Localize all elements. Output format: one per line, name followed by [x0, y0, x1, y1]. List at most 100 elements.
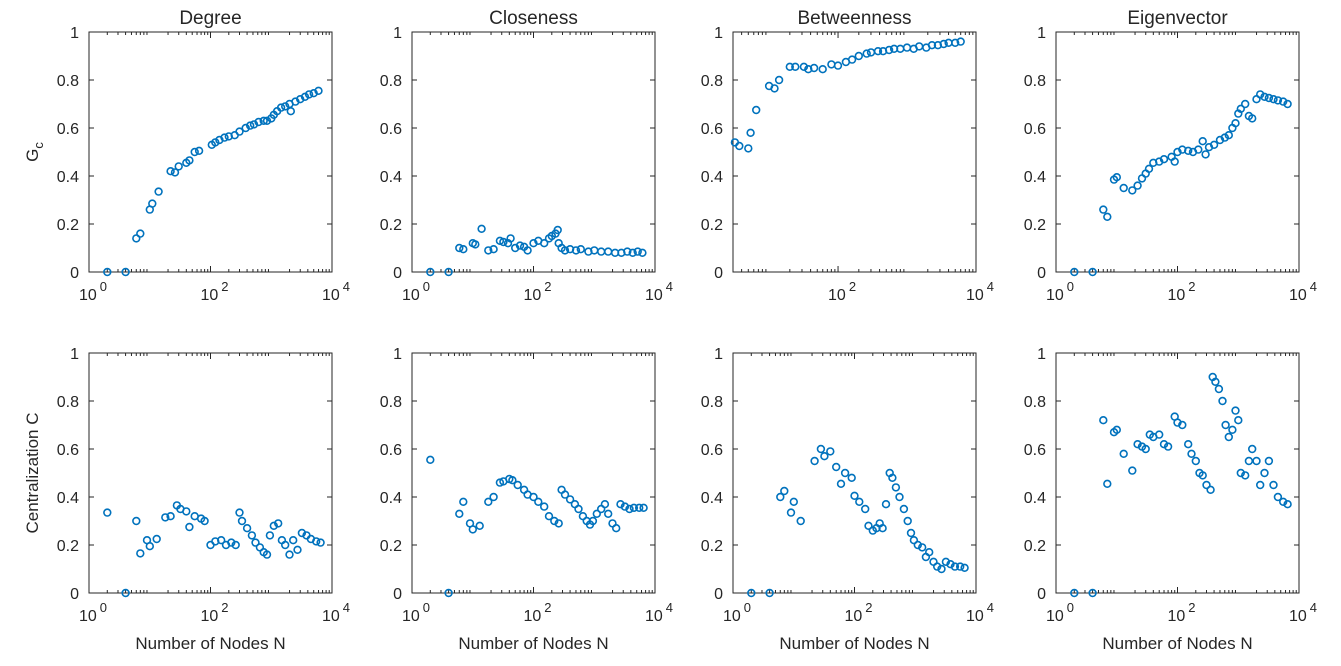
data-point	[855, 497, 864, 506]
x-tick-label: 102	[844, 600, 872, 625]
data-point	[1260, 92, 1269, 102]
data-point	[281, 540, 290, 550]
data-point	[550, 516, 559, 526]
x-tick-label: 104	[1289, 279, 1317, 304]
data-point	[227, 538, 236, 547]
data-point	[154, 187, 163, 196]
data-point	[262, 116, 272, 126]
data-point	[136, 549, 145, 558]
data-point	[864, 521, 873, 530]
data-point	[780, 486, 789, 496]
data-point	[455, 509, 464, 518]
data-point	[791, 62, 800, 72]
data-point	[513, 480, 522, 490]
y-axis-label: Gc	[23, 142, 46, 162]
data-point	[628, 248, 637, 258]
data-point	[1198, 471, 1207, 480]
x-tick-label: 100	[402, 600, 430, 625]
data-point	[544, 511, 554, 521]
data-point	[639, 503, 648, 512]
data-point	[1228, 425, 1237, 434]
data-point	[471, 240, 480, 249]
data-point	[459, 497, 468, 506]
data-point	[455, 243, 464, 253]
data-point	[1128, 186, 1137, 195]
data-point	[426, 455, 435, 464]
data-point	[884, 45, 894, 55]
x-tick-label: 102	[523, 600, 551, 625]
data-point	[1260, 468, 1269, 478]
data-point	[1112, 173, 1122, 182]
data-point	[1234, 416, 1243, 425]
data-point	[220, 133, 229, 142]
data-point	[899, 504, 909, 514]
data-point	[866, 48, 876, 57]
data-point	[166, 511, 175, 521]
data-point	[603, 247, 613, 256]
x-tick-label: 102	[1167, 600, 1195, 625]
x-tick-label: 100	[79, 279, 107, 304]
data-point	[475, 521, 484, 530]
y-tick-label: 1	[70, 346, 79, 363]
data-point	[818, 64, 827, 74]
data-point	[1255, 480, 1265, 490]
data-point	[444, 267, 453, 277]
data-point	[950, 562, 960, 571]
data-point	[1264, 93, 1274, 103]
data-point	[1070, 267, 1079, 277]
data-point	[182, 507, 191, 516]
data-point	[638, 248, 647, 258]
data-point	[847, 55, 857, 64]
data-point	[468, 525, 477, 534]
data-point	[249, 120, 259, 129]
data-point	[895, 492, 904, 502]
data-point	[241, 123, 250, 133]
data-point	[185, 522, 194, 532]
data-point	[534, 497, 543, 506]
data-point	[765, 588, 774, 598]
y-tick-label: 1	[70, 25, 79, 42]
y-tick-label: 1	[714, 25, 723, 42]
data-point	[1221, 420, 1230, 430]
data-point	[751, 105, 761, 115]
x-tick-label: 104	[322, 279, 350, 304]
data-point	[937, 564, 946, 574]
data-point	[836, 479, 846, 488]
y-tick-label: 0.2	[380, 538, 402, 555]
data-point	[235, 508, 244, 517]
data-point	[854, 51, 863, 61]
data-point	[304, 90, 314, 99]
subplot-title: Betweenness	[797, 8, 911, 29]
y-tick-label: 0.6	[57, 442, 79, 459]
data-point	[285, 550, 294, 559]
data-point	[1211, 377, 1220, 386]
data-point	[242, 523, 252, 533]
data-point	[426, 267, 435, 277]
data-point	[1119, 183, 1128, 193]
data-point	[161, 513, 170, 522]
subplot-3: 0 0.2 0.4 0.6 0.8 1 102 104 Betweenness	[701, 8, 994, 304]
y-tick-label: 0.6	[380, 442, 402, 459]
y-tick-label: 0.6	[701, 121, 723, 138]
data-point	[515, 241, 525, 250]
data-point	[1273, 96, 1283, 105]
data-point	[956, 37, 965, 46]
data-point	[634, 503, 644, 512]
data-point	[265, 531, 275, 540]
data-point	[297, 528, 307, 538]
y-tick-label: 1	[393, 25, 402, 42]
subplot-5: 0 0.2 0.4 0.6 0.8 1 100 102 104 Number of Nodes N…	[23, 346, 350, 653]
data-point	[274, 519, 283, 528]
x-axis-label: Number of Nodes N	[1102, 634, 1252, 653]
data-point	[574, 504, 583, 514]
data-point	[932, 562, 942, 571]
data-point	[831, 462, 841, 472]
data-point	[560, 246, 570, 255]
x-tick-label: 100	[79, 600, 107, 625]
data-point	[539, 239, 549, 248]
data-point	[878, 523, 887, 533]
y-tick-label: 1	[393, 346, 402, 363]
data-point	[1244, 456, 1254, 466]
data-point	[300, 92, 310, 102]
